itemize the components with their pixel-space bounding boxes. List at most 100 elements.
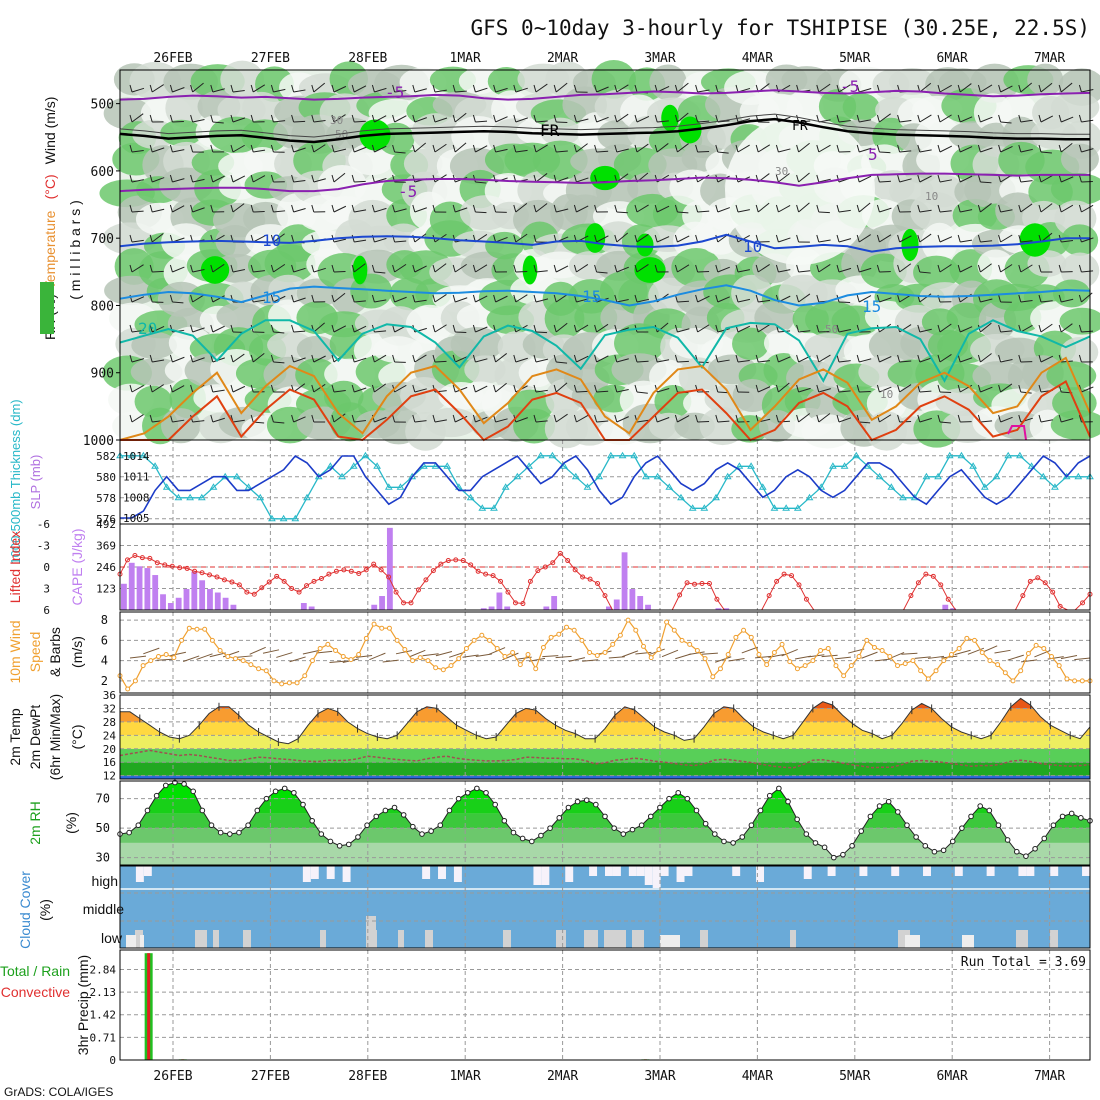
isotherm-label: 15 [262, 288, 281, 307]
thickness-point [747, 462, 755, 469]
wind-barb-flag [291, 84, 295, 93]
wind-barb [1040, 151, 1052, 154]
wind-barb [313, 267, 326, 273]
wind-barb [1000, 145, 1013, 153]
wind-barb [879, 386, 892, 393]
y-axis-label-rh: 2m RH [27, 801, 43, 845]
wind-barb-flag [432, 204, 436, 213]
wind-barb [960, 209, 973, 213]
thickness-point [361, 451, 370, 459]
cloud-high-gap [326, 866, 335, 879]
y-tick-label-rh: 70 [96, 792, 110, 806]
wind-barb-flag [311, 204, 315, 213]
wind-barb-flag [796, 324, 800, 333]
cloud-low-block [660, 935, 680, 948]
isotherm-label: -5 [840, 77, 859, 96]
wind-barb [131, 113, 144, 123]
temp-band [120, 748, 1090, 763]
wind-barb [616, 299, 629, 303]
wind-barb [374, 416, 387, 423]
wind-barb [313, 355, 326, 363]
wind-barb-flag [614, 204, 618, 213]
thickness-point [384, 483, 393, 490]
wind10-barb [967, 647, 985, 655]
wind-barb-flag [1018, 264, 1022, 273]
wind-barb [232, 353, 245, 363]
wind-barb-flag [796, 144, 800, 153]
wind-barb-flag [412, 114, 416, 123]
wind-barb [798, 293, 811, 303]
cloud-high-gap [732, 866, 741, 876]
wind-barb-flag [533, 264, 537, 273]
wind10-barb [927, 655, 945, 659]
rh-shading-cell [544, 299, 585, 339]
rh-point [373, 813, 380, 820]
y-tick-label-temp: 20 [103, 743, 116, 756]
isotherm-FR [119, 117, 1090, 144]
thickness-point [209, 483, 218, 490]
wind-barb-flag [230, 144, 234, 153]
rh-point [940, 847, 947, 854]
wind-barb-flag [533, 354, 537, 363]
wind-barb-flag [957, 354, 961, 363]
wind-barb [192, 327, 205, 333]
wind-barb-flag [493, 84, 497, 93]
wind10-point [910, 658, 916, 664]
wind-barb [293, 89, 306, 93]
lifted-index-point [535, 568, 541, 574]
wind-barb [1081, 237, 1094, 243]
wind10-point [410, 658, 416, 664]
wind-barb [475, 211, 487, 214]
thickness-point [349, 462, 358, 469]
cape-bar [121, 583, 127, 610]
rh-point [647, 813, 654, 820]
x-tick-label-top: 26FEB [153, 51, 192, 66]
wind-barb [737, 144, 750, 153]
wind-barb-flag [594, 144, 598, 153]
wind-barb-flag [129, 234, 133, 243]
wind-barb [273, 421, 285, 424]
wind10-point [633, 627, 639, 633]
rh-point [437, 822, 444, 829]
wind-barb-flag [412, 354, 416, 363]
thickness-point [595, 472, 604, 480]
wind-barb-flag [634, 354, 638, 363]
wind10-point [463, 645, 469, 651]
lifted-index-point [520, 601, 526, 607]
wind-barb [596, 116, 609, 123]
wind-barb [333, 325, 347, 333]
rh-point [528, 838, 535, 845]
wind-barb [374, 237, 387, 243]
rh-point [812, 840, 819, 846]
wind-barb-flag [856, 114, 860, 123]
cloud-low-block [195, 930, 207, 948]
wind10-point [240, 658, 246, 664]
wind-barb-flag [836, 324, 840, 333]
wind-barb [899, 119, 912, 123]
wind-barb-flag [614, 144, 618, 153]
wind-barb-flag [149, 414, 153, 423]
lifted-index-point [445, 558, 451, 564]
wind-barb-flag [190, 384, 194, 393]
wind10-point [733, 634, 739, 640]
wind10-barb [701, 652, 718, 655]
wind-barb-flag [715, 294, 719, 303]
lifted-index-point [1020, 593, 1026, 599]
wind-barb-flag [553, 174, 557, 183]
wind-barb [353, 325, 367, 333]
wind-barb-flag [351, 234, 355, 243]
wind-barb-flag [129, 114, 133, 123]
wind-barb [818, 239, 831, 243]
wind-barb [414, 299, 427, 303]
rh-point [1013, 848, 1020, 855]
wind-barb-flag [937, 144, 941, 153]
thickness-point [536, 451, 545, 459]
rh-shading-cell [731, 274, 773, 313]
wind-barb-flag [634, 204, 638, 213]
wind-barb-flag [513, 234, 517, 243]
wind-barb-flag [594, 354, 598, 363]
wind-barb-flag [1078, 144, 1082, 153]
rh-shading-cell [372, 336, 423, 364]
wind-barb-flag [654, 414, 658, 423]
y-tick-label: 1000 [83, 434, 114, 449]
